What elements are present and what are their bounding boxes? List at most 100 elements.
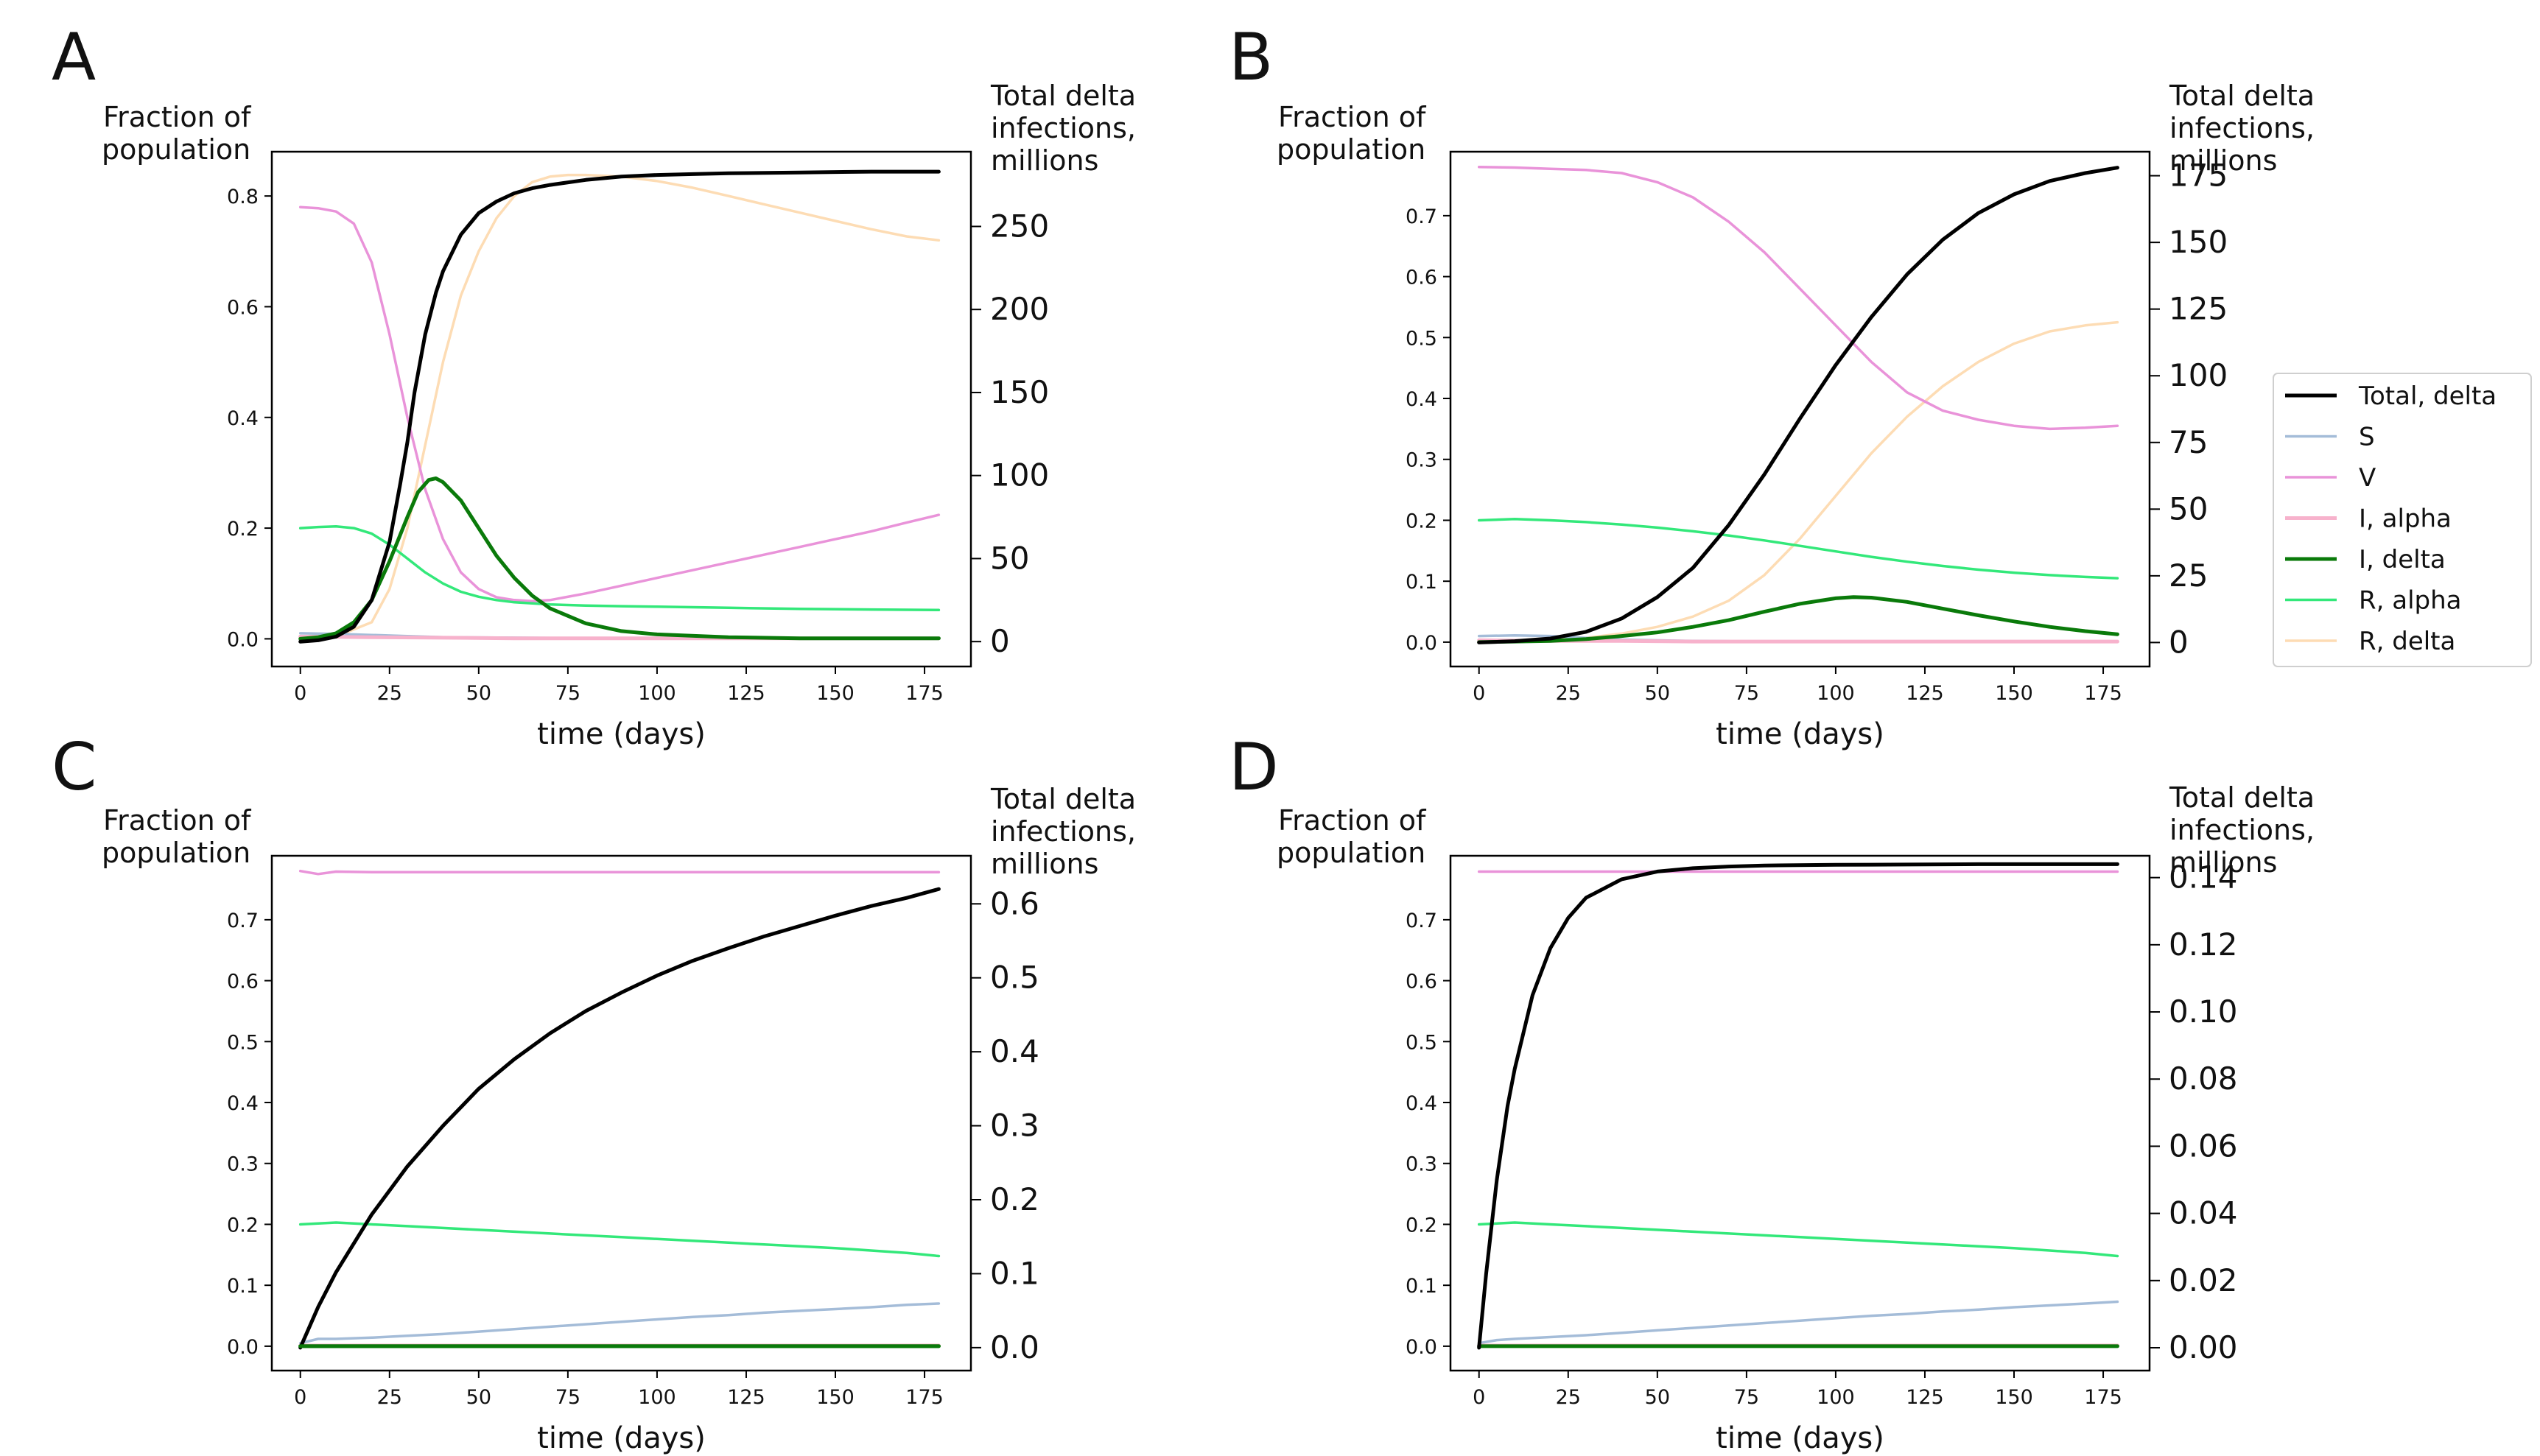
x-tick-label: 0 bbox=[1473, 1386, 1485, 1409]
x-axis-label: time (days) bbox=[1716, 717, 1884, 751]
y2-tick-label: 0 bbox=[2169, 624, 2189, 660]
series-total-delta bbox=[298, 169, 941, 644]
y-tick-label: 0.2 bbox=[227, 518, 259, 541]
y-tick-label: 0.4 bbox=[227, 407, 259, 430]
x-tick-label: 25 bbox=[1556, 682, 1581, 705]
x-tick-label: 50 bbox=[1645, 1386, 1670, 1409]
x-tick-label: 175 bbox=[2084, 682, 2122, 705]
x-tick-label: 0 bbox=[1473, 682, 1485, 705]
x-tick-label: 150 bbox=[816, 1386, 855, 1409]
y2-tick-label: 0.00 bbox=[2169, 1329, 2238, 1365]
y2-tick-label: 0.08 bbox=[2169, 1061, 2238, 1097]
plot-frame bbox=[1449, 854, 2151, 1372]
y-tick-label: 0.5 bbox=[227, 1031, 259, 1054]
y-tick-label: 0.3 bbox=[1406, 1153, 1437, 1176]
y-tick-label: 0.3 bbox=[227, 1153, 259, 1176]
y2-tick-label: 0.04 bbox=[2169, 1195, 2238, 1231]
series-r-delta bbox=[298, 173, 941, 641]
y-tick-label: 0.7 bbox=[1406, 205, 1437, 228]
y-tick-label: 0.7 bbox=[227, 910, 259, 932]
x-tick-label: 175 bbox=[905, 682, 944, 705]
y2-axis-label: Total delta infections, millions bbox=[990, 80, 1136, 177]
y2-tick-label: 50 bbox=[2169, 490, 2208, 527]
series-group bbox=[298, 169, 941, 644]
legend-entry: I, alpha bbox=[2285, 504, 2452, 534]
x-tick-label: 150 bbox=[1995, 1386, 2033, 1409]
y-tick-label: 0.6 bbox=[1406, 971, 1437, 993]
y-tick-label: 0.1 bbox=[227, 1275, 259, 1298]
y2-tick-label: 0.14 bbox=[2169, 859, 2238, 896]
series-group bbox=[298, 869, 941, 1350]
plot-frame bbox=[270, 854, 972, 1372]
y2-tick-label: 50 bbox=[990, 540, 1029, 576]
y2-tick-label: 125 bbox=[2169, 291, 2228, 327]
x-tick-label: 150 bbox=[816, 682, 855, 705]
y-axis-label: Fraction of population bbox=[1277, 804, 1427, 869]
series-total-delta bbox=[1477, 166, 2119, 644]
x-tick-label: 0 bbox=[294, 682, 306, 705]
x-tick-label: 25 bbox=[1556, 1386, 1581, 1409]
legend-label: R, alpha bbox=[2359, 586, 2462, 616]
y2-tick-label: 0.0 bbox=[990, 1329, 1039, 1365]
y2-tick-label: 0.12 bbox=[2169, 926, 2238, 963]
x-tick-label: 75 bbox=[1734, 1386, 1759, 1409]
y2-tick-label: 150 bbox=[990, 374, 1049, 410]
y2-tick-label: 150 bbox=[2169, 224, 2228, 260]
y-tick-label: 0.1 bbox=[1406, 1275, 1437, 1298]
series-r-alpha bbox=[1477, 518, 2119, 580]
x-tick-label: 25 bbox=[377, 1386, 402, 1409]
x-tick-label: 125 bbox=[1906, 1386, 1944, 1409]
x-tick-label: 75 bbox=[1734, 682, 1759, 705]
y2-axis-label: Total delta infections, millions bbox=[2169, 781, 2315, 879]
plot-frame bbox=[1449, 150, 2151, 668]
y-tick-label: 0.4 bbox=[227, 1092, 259, 1115]
y-tick-label: 0.0 bbox=[227, 1336, 259, 1359]
y-tick-label: 0.2 bbox=[227, 1214, 259, 1237]
y-tick-label: 0.5 bbox=[1406, 1031, 1437, 1054]
legend-entry: S bbox=[2285, 423, 2375, 452]
y-axis-label: Fraction of population bbox=[102, 804, 252, 869]
panel-letter: B bbox=[1229, 19, 1273, 95]
x-tick-label: 150 bbox=[1995, 682, 2033, 705]
y2-axis-label: Total delta infections, millions bbox=[990, 783, 1136, 880]
y-tick-label: 0.6 bbox=[227, 296, 259, 319]
y2-tick-label: 0.1 bbox=[990, 1255, 1039, 1291]
y-axis-label: Fraction of population bbox=[102, 101, 252, 166]
y-tick-label: 0.8 bbox=[227, 186, 259, 208]
legend-entry: R, alpha bbox=[2285, 586, 2462, 616]
y-tick-label: 0.5 bbox=[1406, 327, 1437, 350]
y-tick-label: 0.1 bbox=[1406, 571, 1437, 594]
y-tick-label: 0.0 bbox=[1406, 632, 1437, 655]
series-group bbox=[1477, 862, 2119, 1350]
y2-tick-label: 0.5 bbox=[990, 960, 1039, 996]
y-tick-label: 0.4 bbox=[1406, 388, 1437, 411]
series-r-alpha bbox=[298, 1221, 941, 1258]
series-r-delta bbox=[1477, 320, 2119, 644]
x-tick-label: 75 bbox=[555, 682, 580, 705]
y2-axis-label: Total delta infections, millions bbox=[2169, 80, 2315, 177]
y2-tick-label: 100 bbox=[2169, 357, 2228, 393]
x-tick-label: 25 bbox=[377, 682, 402, 705]
y2-tick-label: 75 bbox=[2169, 424, 2208, 460]
x-tick-label: 175 bbox=[905, 1386, 944, 1409]
series-i-delta bbox=[1477, 595, 2119, 644]
series-group bbox=[1477, 165, 2119, 644]
y-tick-label: 0.6 bbox=[1406, 267, 1437, 289]
y-tick-label: 0.0 bbox=[1406, 1336, 1437, 1359]
y2-tick-label: 250 bbox=[990, 208, 1049, 244]
y2-tick-label: 0.02 bbox=[2169, 1262, 2238, 1298]
x-tick-label: 100 bbox=[638, 682, 676, 705]
x-tick-label: 125 bbox=[727, 682, 765, 705]
x-tick-label: 125 bbox=[727, 1386, 765, 1409]
x-axis-label: time (days) bbox=[537, 717, 706, 751]
x-tick-label: 100 bbox=[1817, 1386, 1855, 1409]
panel-letter: A bbox=[52, 19, 96, 95]
series-v bbox=[298, 205, 941, 603]
x-tick-label: 0 bbox=[294, 1386, 306, 1409]
series-s bbox=[298, 1302, 941, 1345]
x-tick-label: 50 bbox=[466, 682, 491, 705]
series-s bbox=[1477, 1300, 2119, 1345]
